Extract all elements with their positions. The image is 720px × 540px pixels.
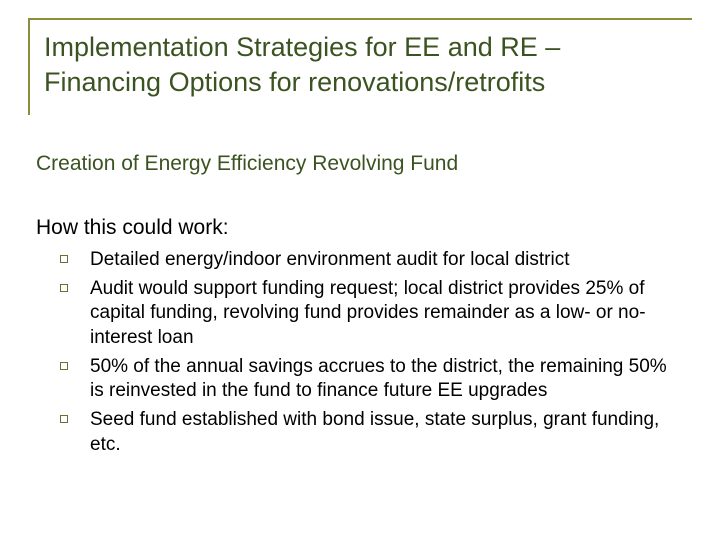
list-item: Audit would support funding request; loc…: [60, 277, 676, 351]
title-container: Implementation Strategies for EE and RE …: [28, 18, 692, 115]
square-bullet-icon: [60, 255, 68, 263]
list-item: 50% of the annual savings accrues to the…: [60, 355, 676, 404]
square-bullet-icon: [60, 415, 68, 423]
bullet-text: Audit would support funding request; loc…: [90, 277, 676, 351]
slide-title: Implementation Strategies for EE and RE …: [44, 30, 682, 99]
how-this-could-work-label: How this could work:: [36, 216, 229, 240]
slide: Implementation Strategies for EE and RE …: [0, 0, 720, 540]
square-bullet-icon: [60, 362, 68, 370]
slide-subheading: Creation of Energy Efficiency Revolving …: [36, 152, 458, 176]
list-item: Detailed energy/indoor environment audit…: [60, 248, 676, 273]
bullet-text: Seed fund established with bond issue, s…: [90, 408, 676, 457]
bullet-list: Detailed energy/indoor environment audit…: [60, 248, 676, 462]
bullet-text: 50% of the annual savings accrues to the…: [90, 355, 676, 404]
square-bullet-icon: [60, 284, 68, 292]
list-item: Seed fund established with bond issue, s…: [60, 408, 676, 457]
bullet-text: Detailed energy/indoor environment audit…: [90, 248, 569, 273]
